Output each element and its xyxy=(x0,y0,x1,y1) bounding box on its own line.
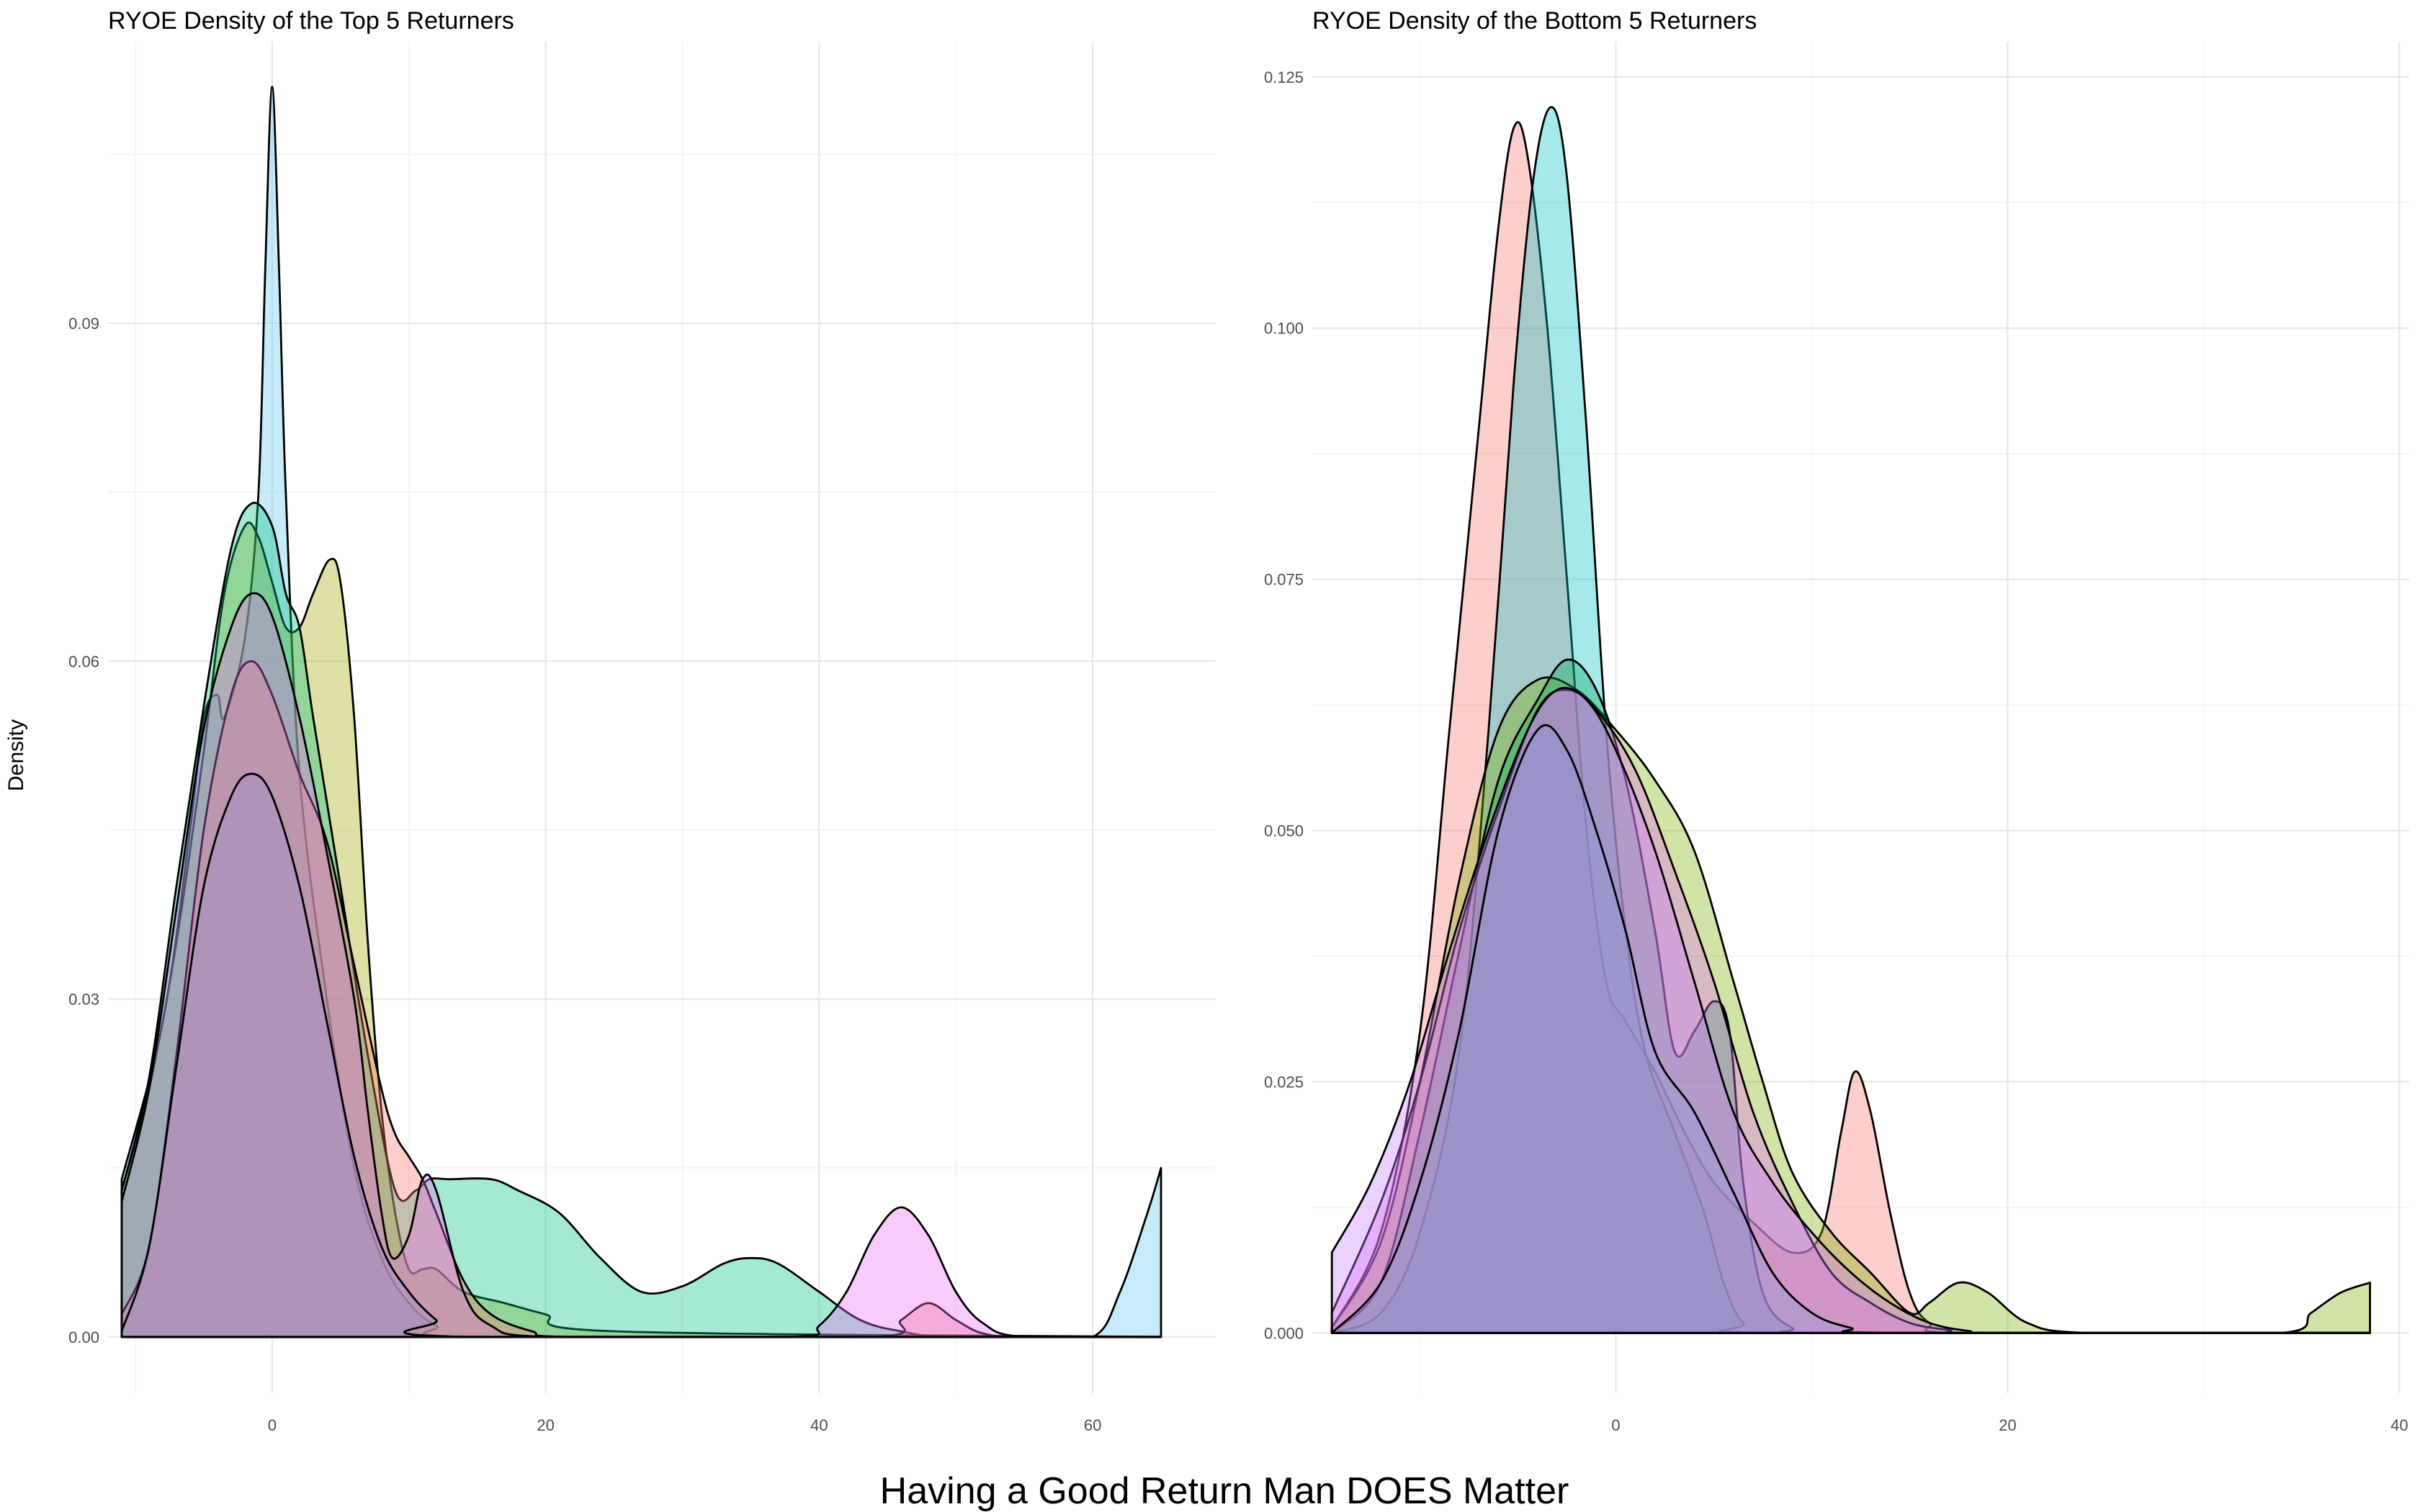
left-density-area-4 xyxy=(120,592,1162,1338)
left-x-tick-label: 0 xyxy=(268,1416,277,1434)
right-panel-grid xyxy=(1312,42,2409,1393)
left-panel-title: RYOE Density of the Top 5 Returners xyxy=(108,7,514,35)
right-y-tick-label: 0.075 xyxy=(1264,571,1304,589)
right-density-panel: 0.000 0.025 0.050 0.075 0.100 0.125 0 20 40 RYO… xyxy=(1264,7,2409,1434)
right-y-tick-label: 0.125 xyxy=(1264,68,1304,86)
left-x-tick-label: 40 xyxy=(810,1416,828,1434)
left-density-panel: 0.00 0.03 0.06 0.09 0 20 40 60 RYOE Density of… xyxy=(68,7,1216,1434)
left-y-tick-label: 0.03 xyxy=(68,991,99,1009)
left-x-tick-label: 60 xyxy=(1084,1416,1101,1434)
right-density-area-4 xyxy=(1330,688,2371,1334)
right-density-area-0 xyxy=(1330,121,2371,1334)
right-density-area-3 xyxy=(1330,658,2371,1334)
left-x-tick-label: 20 xyxy=(537,1416,554,1434)
right-x-tick-label: 20 xyxy=(1999,1416,2016,1434)
left-y-tick-label: 0.00 xyxy=(68,1328,99,1346)
left-density-area-5 xyxy=(120,773,1162,1338)
right-y-tick-label: 0.025 xyxy=(1264,1073,1304,1091)
left-density-area-3 xyxy=(120,660,1162,1338)
right-density-area-1 xyxy=(1330,106,2371,1334)
right-density-area-5 xyxy=(1330,686,2371,1334)
right-panel-x-ticks: 0 20 40 xyxy=(1611,1416,2408,1434)
right-x-tick-label: 0 xyxy=(1611,1416,1620,1434)
left-panel-x-ticks: 0 20 40 60 xyxy=(268,1416,1102,1434)
left-y-tick-label: 0.06 xyxy=(68,652,99,670)
left-density-area-2 xyxy=(120,501,1162,1338)
left-y-tick-label: 0.09 xyxy=(68,315,99,333)
right-y-tick-label: 0.000 xyxy=(1264,1324,1304,1342)
right-panel-title: RYOE Density of the Bottom 5 Returners xyxy=(1312,7,1757,35)
left-panel-density-areas xyxy=(120,86,1162,1338)
figure-caption: Having a Good Return Man DOES Matter xyxy=(880,1470,1569,1512)
right-density-area-6 xyxy=(1330,724,2371,1334)
left-panel-y-ticks: 0.00 0.03 0.06 0.09 xyxy=(68,315,99,1346)
right-x-tick-label: 40 xyxy=(2390,1416,2408,1434)
right-y-tick-label: 0.100 xyxy=(1264,320,1304,338)
right-panel-y-ticks: 0.000 0.025 0.050 0.075 0.100 0.125 xyxy=(1264,68,1304,1342)
y-axis-label: Density xyxy=(4,719,28,791)
right-panel-density-areas xyxy=(1330,106,2371,1334)
right-y-tick-label: 0.050 xyxy=(1264,822,1304,840)
